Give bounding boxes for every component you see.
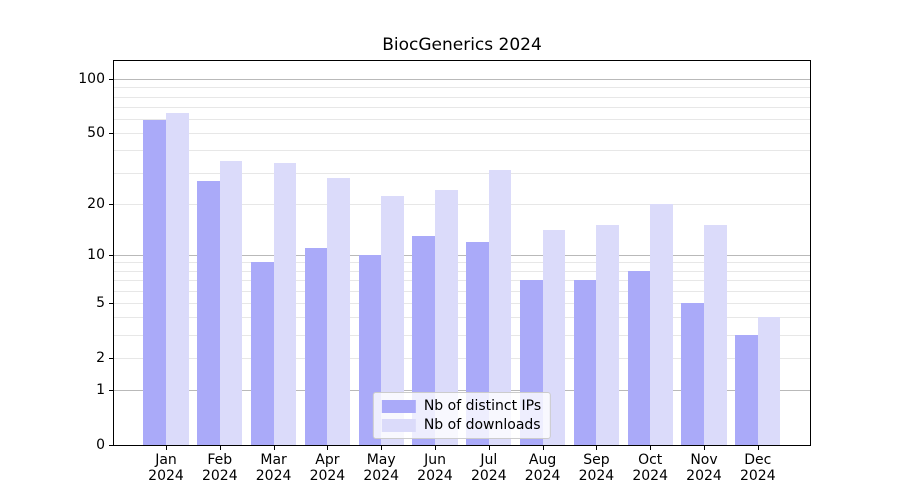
x-tick-label-may: May 2024 bbox=[363, 452, 399, 484]
bar-nb-of-downloads-mar bbox=[273, 163, 297, 445]
gridline-major bbox=[114, 79, 810, 80]
x-tick-label-nov: Nov 2024 bbox=[686, 452, 722, 484]
gridline-minor bbox=[114, 302, 810, 304]
bar-nb-of-downloads-nov bbox=[704, 225, 727, 445]
x-tick-mark bbox=[596, 446, 598, 450]
bar-nb-of-downloads-dec bbox=[757, 317, 781, 445]
x-tick-mark bbox=[704, 446, 705, 450]
legend: Nb of distinct IPs Nb of downloads bbox=[372, 392, 552, 439]
bar-nb-of-distinct-ips-dec bbox=[735, 335, 758, 445]
gridline-minor bbox=[114, 357, 810, 359]
x-tick-label-jan: Jan 2024 bbox=[148, 452, 184, 484]
x-tick-mark bbox=[542, 446, 544, 450]
gridline-minor bbox=[114, 106, 810, 108]
y-tick-label: 20 bbox=[87, 195, 105, 212]
y-tick-mark bbox=[109, 133, 113, 135]
gridline-minor bbox=[114, 203, 810, 205]
y-tick-mark bbox=[109, 357, 113, 359]
x-tick-mark bbox=[381, 446, 383, 450]
x-tick-label-apr: Apr 2024 bbox=[309, 452, 346, 484]
gridline-minor bbox=[114, 290, 810, 292]
y-tick-mark bbox=[109, 302, 113, 304]
y-tick-label: 10 bbox=[87, 246, 105, 263]
y-tick-label: 5 bbox=[96, 294, 105, 311]
gridline-major bbox=[114, 254, 810, 256]
x-tick-label-jul: Jul 2024 bbox=[470, 452, 507, 484]
y-tick-mark bbox=[109, 79, 113, 80]
gridline-minor bbox=[114, 317, 810, 319]
bar-nb-of-downloads-aug bbox=[542, 230, 566, 445]
y-tick-mark bbox=[109, 203, 113, 205]
bar-nb-of-downloads-jun bbox=[435, 189, 458, 445]
gridline-major bbox=[114, 390, 810, 392]
gridline-minor bbox=[114, 96, 810, 98]
gridline-minor bbox=[114, 270, 810, 272]
x-tick-mark bbox=[327, 446, 329, 450]
gridline-minor bbox=[114, 335, 810, 337]
gridline-minor bbox=[114, 280, 810, 282]
gridline-minor bbox=[114, 118, 810, 120]
x-tick-mark bbox=[650, 446, 652, 450]
x-tick-mark bbox=[435, 446, 436, 450]
y-tick-mark bbox=[109, 254, 113, 256]
legend-label-downloads: Nb of downloads bbox=[423, 417, 541, 433]
legend-item-downloads: Nb of downloads bbox=[381, 417, 541, 433]
legend-label-distinct-ips: Nb of distinct IPs bbox=[423, 398, 542, 414]
gridline-minor bbox=[114, 133, 810, 135]
y-tick-mark bbox=[109, 445, 113, 446]
bar-nb-of-downloads-sep bbox=[596, 225, 619, 445]
x-tick-label-jun: Jun 2024 bbox=[417, 452, 453, 484]
bar-nb-of-downloads-may bbox=[381, 196, 404, 445]
bar-nb-of-distinct-ips-feb bbox=[197, 180, 220, 445]
x-tick-mark bbox=[273, 446, 275, 450]
y-tick-mark bbox=[109, 390, 113, 392]
bar-nb-of-distinct-ips-nov bbox=[681, 302, 704, 445]
y-tick-label: 1 bbox=[96, 382, 105, 399]
bar-nb-of-downloads-jul bbox=[488, 170, 512, 445]
x-tick-label-sep: Sep 2024 bbox=[578, 452, 615, 484]
plot-area bbox=[113, 60, 811, 446]
bar-nb-of-downloads-oct bbox=[650, 203, 673, 445]
bar-nb-of-downloads-feb bbox=[219, 160, 243, 445]
x-tick-mark bbox=[219, 446, 221, 450]
bar-nb-of-downloads-jan bbox=[166, 112, 189, 445]
x-tick-label-aug: Aug 2024 bbox=[524, 452, 561, 484]
legend-swatch-distinct-ips-icon bbox=[381, 399, 416, 413]
chart-title: BiocGenerics 2024 bbox=[382, 35, 542, 55]
gridline-minor bbox=[114, 87, 810, 89]
x-tick-mark bbox=[488, 446, 490, 450]
x-tick-label-oct: Oct 2024 bbox=[632, 452, 668, 484]
x-tick-mark bbox=[166, 446, 167, 450]
bar-nb-of-distinct-ips-apr bbox=[304, 247, 328, 445]
y-tick-label: 0 bbox=[96, 437, 105, 453]
y-tick-label: 2 bbox=[96, 349, 105, 366]
legend-swatch-downloads-icon bbox=[381, 418, 416, 432]
y-tick-label: 50 bbox=[87, 125, 105, 142]
bar-nb-of-distinct-ips-oct bbox=[627, 270, 651, 445]
bar-nb-of-distinct-ips-jan bbox=[143, 120, 166, 445]
gridline-minor bbox=[114, 262, 810, 264]
x-tick-mark bbox=[757, 446, 759, 450]
x-tick-label-dec: Dec 2024 bbox=[739, 452, 776, 484]
legend-item-distinct-ips: Nb of distinct IPs bbox=[381, 398, 542, 414]
gridline-minor bbox=[114, 150, 810, 152]
x-tick-label-feb: Feb 2024 bbox=[201, 452, 238, 484]
x-tick-label-mar: Mar 2024 bbox=[255, 452, 292, 484]
gridline-minor bbox=[114, 172, 810, 174]
bar-nb-of-distinct-ips-mar bbox=[251, 262, 274, 445]
y-tick-label: 100 bbox=[78, 71, 105, 87]
bar-nb-of-downloads-apr bbox=[327, 177, 350, 445]
bar-nb-of-distinct-ips-sep bbox=[573, 280, 597, 445]
